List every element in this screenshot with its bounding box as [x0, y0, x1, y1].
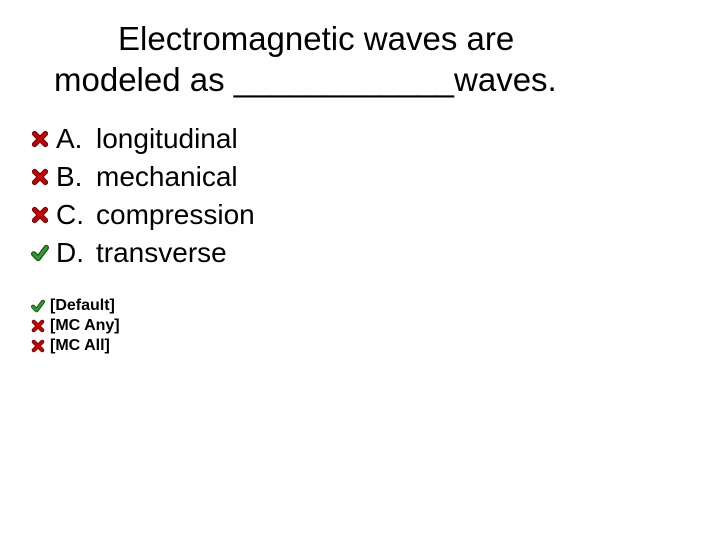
- x-icon: [30, 205, 50, 225]
- answer-text: mechanical: [96, 161, 238, 193]
- option-row: [MC Any]: [30, 317, 720, 335]
- option-row: [MC All]: [30, 337, 720, 355]
- option-row: [Default]: [30, 297, 720, 315]
- answer-list: A. longitudinal B. mechanical C. compres…: [0, 123, 720, 269]
- x-icon: [30, 338, 46, 354]
- title-line-1: Electromagnetic waves are: [40, 18, 680, 59]
- answer-row: A. longitudinal: [30, 123, 720, 155]
- answer-text: compression: [96, 199, 255, 231]
- answer-letter: C.: [56, 199, 96, 231]
- answer-row: C. compression: [30, 199, 720, 231]
- option-label: [Default]: [50, 297, 115, 315]
- answer-row: D. transverse: [30, 237, 720, 269]
- x-icon: [30, 318, 46, 334]
- answer-row: B. mechanical: [30, 161, 720, 193]
- option-label: [MC Any]: [50, 317, 120, 335]
- answer-text: transverse: [96, 237, 227, 269]
- title-line-2: modeled as ____________waves.: [40, 59, 680, 100]
- mode-options: [Default] [MC Any] [MC All]: [0, 297, 720, 355]
- question-title: Electromagnetic waves are modeled as ___…: [0, 0, 720, 101]
- x-icon: [30, 167, 50, 187]
- answer-letter: B.: [56, 161, 96, 193]
- x-icon: [30, 129, 50, 149]
- answer-letter: A.: [56, 123, 96, 155]
- answer-text: longitudinal: [96, 123, 238, 155]
- check-icon: [30, 243, 50, 263]
- answer-letter: D.: [56, 237, 96, 269]
- option-label: [MC All]: [50, 337, 110, 355]
- check-icon: [30, 298, 46, 314]
